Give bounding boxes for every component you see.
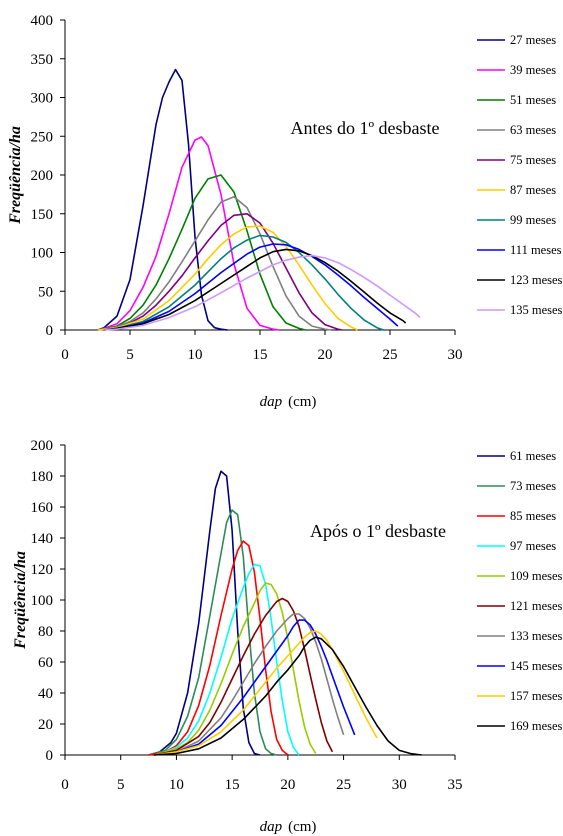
y-tick-label: 180 xyxy=(31,469,54,485)
x-tick-label: 0 xyxy=(61,347,69,363)
y-tick-label: 0 xyxy=(46,323,54,339)
x-tick-label: 5 xyxy=(126,347,134,363)
x-tick-label: 5 xyxy=(117,777,125,793)
series-line xyxy=(154,636,422,756)
legend-label: 73 meses xyxy=(510,479,556,493)
x-tick-label: 10 xyxy=(169,777,184,793)
legend-label: 123 meses xyxy=(510,273,563,287)
legend-label: 111 meses xyxy=(510,243,562,257)
y-tick-label: 250 xyxy=(31,129,54,145)
legend-label: 61 meses xyxy=(510,449,556,463)
legend-label: 157 meses xyxy=(510,689,563,703)
x-tick-label: 20 xyxy=(280,777,295,793)
chart-panel-after-thinning: 0 20 40 60 80 100 120 140 160 180 200 0 5 10 15 20 25 30 3… xyxy=(12,438,563,835)
x-tick-label: 10 xyxy=(188,347,203,363)
x-tick-label: 30 xyxy=(392,777,407,793)
x-tick-label: 35 xyxy=(448,777,463,793)
y-tick-label: 120 xyxy=(31,562,54,578)
y-tick-label: 80 xyxy=(38,624,53,640)
series-line xyxy=(97,225,358,331)
x-tick-label: 20 xyxy=(318,347,333,363)
chart-panel-before-thinning: 0 50 100 150 200 250 300 350 400 0 5 10 15 20 25 30 Freq… xyxy=(7,13,563,410)
y-tick-label: 300 xyxy=(31,91,54,107)
series-line xyxy=(103,248,407,331)
legend-label: 145 meses xyxy=(510,659,563,673)
y-tick-label: 100 xyxy=(31,246,54,262)
y-tick-label: 20 xyxy=(38,717,53,733)
legend-label: 109 meses xyxy=(510,569,563,583)
legend-label: 133 meses xyxy=(510,629,563,643)
legend-label: 121 meses xyxy=(510,599,563,613)
legend-label: 63 meses xyxy=(510,123,556,137)
series-line xyxy=(103,234,384,331)
x-tick-label: 25 xyxy=(383,347,398,363)
series-line xyxy=(153,597,334,756)
series-line xyxy=(148,540,289,756)
x-tick-label: 15 xyxy=(225,777,240,793)
x-tick-label: 25 xyxy=(336,777,351,793)
x-axis-label: dap (cm) xyxy=(260,394,317,410)
series-line xyxy=(103,254,421,331)
y-tick-label: 200 xyxy=(31,168,54,184)
y-tick-label: 150 xyxy=(31,207,54,223)
legend-label: 169 meses xyxy=(510,719,563,733)
x-tick-label: 30 xyxy=(448,347,463,363)
y-tick-label: 50 xyxy=(38,284,53,300)
legend-label: 51 meses xyxy=(510,93,556,107)
y-tick-label: 0 xyxy=(46,748,54,764)
y-tick-label: 40 xyxy=(38,686,53,702)
y-tick-label: 100 xyxy=(31,593,54,609)
y-tick-label: 400 xyxy=(31,13,54,29)
legend-label: 135 meses xyxy=(510,303,563,317)
series-line xyxy=(153,619,356,756)
chart-annotation: Antes do 1º desbaste xyxy=(290,118,439,138)
series-line xyxy=(153,630,378,756)
series-line xyxy=(148,509,277,756)
legend-label: 87 meses xyxy=(510,183,556,197)
y-axis-label: Freqüência/ha xyxy=(12,551,29,650)
legend-label: 75 meses xyxy=(510,153,556,167)
y-tick-label: 60 xyxy=(38,655,53,671)
chart-annotation: Após o 1º desbaste xyxy=(310,521,446,541)
series-line xyxy=(153,582,317,756)
legend-label: 85 meses xyxy=(510,509,556,523)
y-tick-label: 350 xyxy=(31,52,54,68)
series-line xyxy=(97,213,343,331)
series-line xyxy=(153,613,345,756)
x-tick-label: 0 xyxy=(61,777,69,793)
y-tick-label: 200 xyxy=(31,438,54,454)
legend-label: 99 meses xyxy=(510,213,556,227)
legend-label: 27 meses xyxy=(510,33,556,47)
x-axis-label: dap (cm) xyxy=(260,819,317,835)
y-tick-label: 140 xyxy=(31,531,54,547)
y-axis-label: Freqüência/ha xyxy=(7,126,24,225)
series-line xyxy=(97,195,332,331)
x-tick-label: 15 xyxy=(253,347,268,363)
series-line xyxy=(97,174,306,331)
series-line xyxy=(97,136,280,331)
series-line xyxy=(97,68,228,331)
y-tick-label: 160 xyxy=(31,500,54,516)
legend-label: 97 meses xyxy=(510,539,556,553)
series-line xyxy=(103,243,399,331)
series-line xyxy=(153,563,300,756)
legend-label: 39 meses xyxy=(510,63,556,77)
series-line xyxy=(148,470,261,756)
